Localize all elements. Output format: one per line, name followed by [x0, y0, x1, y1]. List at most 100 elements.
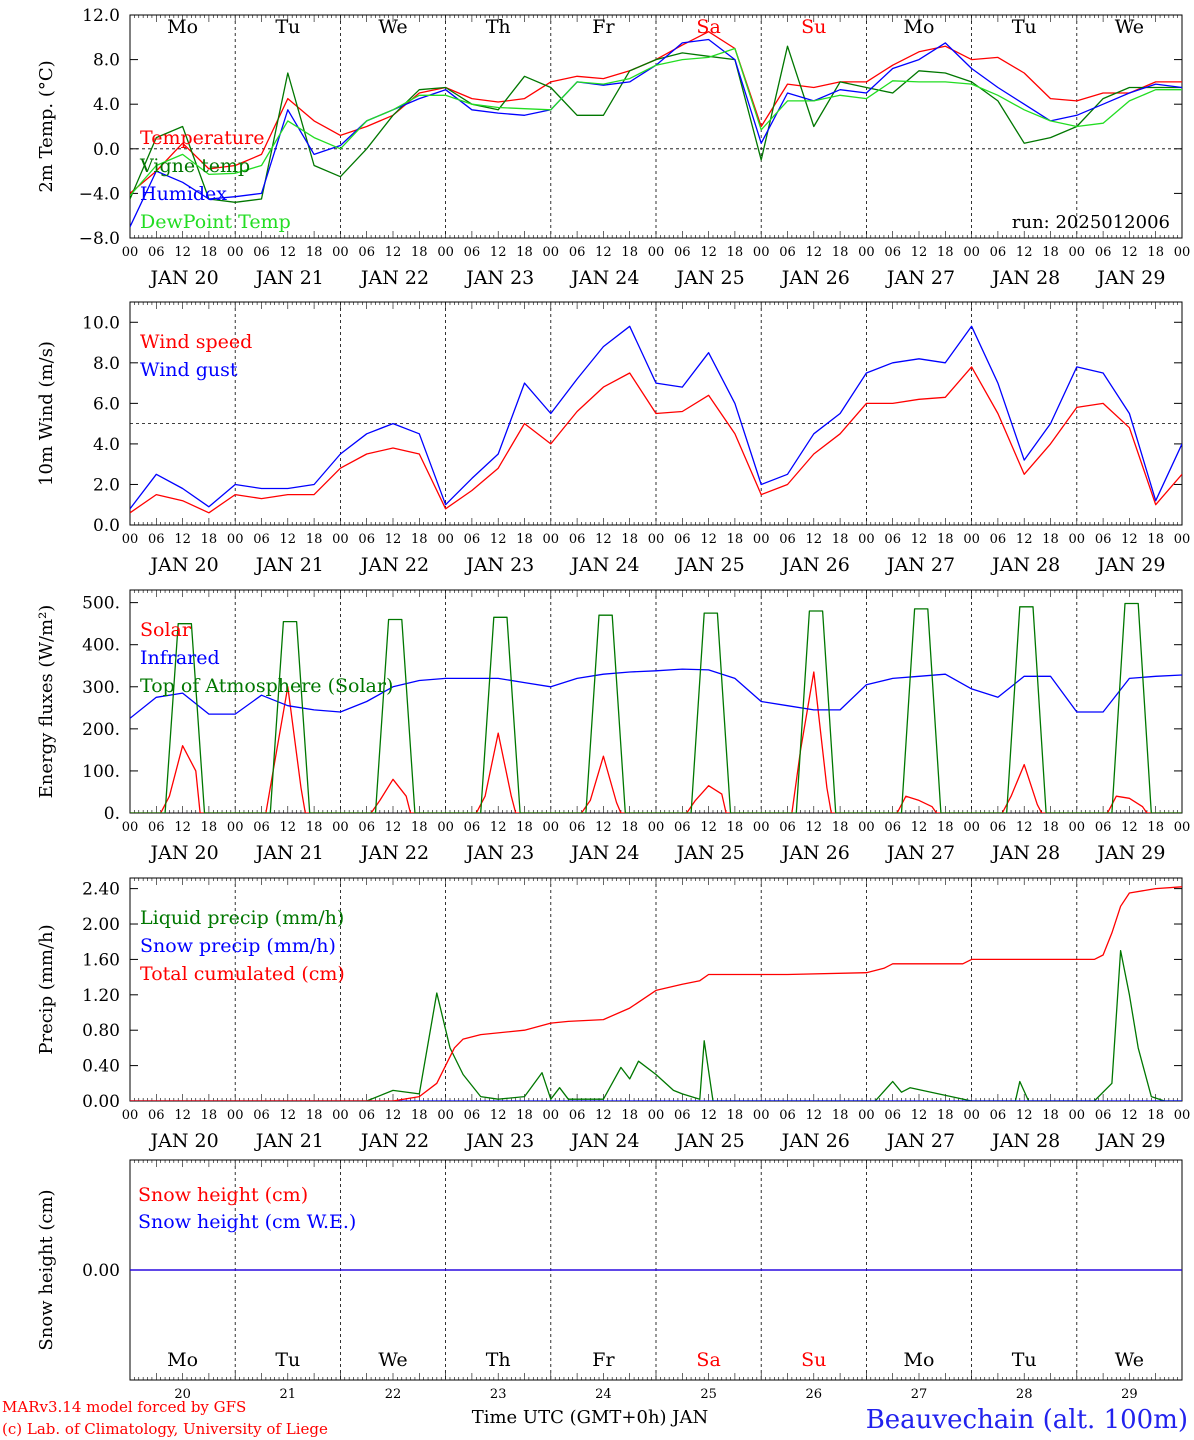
day-number-label: 21	[280, 1387, 297, 1402]
y-tick-label: 4.0	[93, 95, 120, 115]
x-hour-label: 12	[490, 532, 507, 547]
x-date-label: JAN 27	[885, 267, 955, 289]
x-hour-label: 00	[1174, 245, 1191, 260]
x-date-label: JAN 27	[885, 842, 955, 864]
x-date-label: JAN 21	[254, 554, 324, 576]
x-hour-label: 00	[227, 532, 244, 547]
x-date-label: JAN 23	[464, 267, 534, 289]
legend-entry: Infrared	[140, 647, 220, 669]
x-hour-label: 00	[648, 532, 665, 547]
y-tick-label: −8.0	[79, 229, 120, 249]
x-hour-label: 06	[148, 820, 165, 835]
day-abbr-label: Tu	[275, 1349, 300, 1371]
x-hour-label: 18	[727, 532, 744, 547]
x-hour-label: 00	[1069, 820, 1086, 835]
x-hour-label: 18	[306, 245, 323, 260]
x-date-label: JAN 24	[569, 1130, 639, 1152]
x-hour-label: 00	[648, 820, 665, 835]
x-hour-label: 00	[1174, 1108, 1191, 1123]
x-hour-label: 06	[884, 245, 901, 260]
day-abbr-label: Mo	[167, 1349, 198, 1371]
x-hour-label: 06	[464, 245, 481, 260]
day-abbr-label: Su	[801, 16, 826, 38]
x-hour-label: 00	[1174, 820, 1191, 835]
day-abbr-label: Tu	[275, 16, 300, 38]
x-date-label: JAN 27	[885, 554, 955, 576]
x-hour-label: 18	[937, 532, 954, 547]
legend-entry: Wind gust	[140, 359, 238, 381]
day-number-label: 26	[806, 1387, 823, 1402]
series-line-infrared	[130, 668, 1182, 719]
panel-frame	[129, 14, 1183, 239]
day-abbr-label: Mo	[904, 16, 935, 38]
x-hour-label: 12	[174, 820, 191, 835]
x-hour-label: 06	[569, 1108, 586, 1123]
x-hour-label: 12	[700, 532, 717, 547]
day-number-label: 28	[1016, 1387, 1033, 1402]
x-hour-label: 12	[911, 1108, 928, 1123]
series-line-solar	[130, 671, 1182, 813]
x-date-label: JAN 21	[254, 842, 324, 864]
series-group	[130, 602, 1182, 813]
series-line-humidex	[130, 38, 1182, 228]
legend-entry: Vigne temp	[139, 155, 250, 177]
x-hour-label: 00	[1069, 532, 1086, 547]
y-axis-label: Precip (mm/h)	[36, 924, 57, 1054]
legend-entry: Top of Atmosphere (Solar)	[140, 675, 393, 697]
x-hour-label: 18	[727, 1108, 744, 1123]
x-hour-label: 00	[963, 1108, 980, 1123]
y-tick-label: −4.0	[79, 184, 120, 204]
lab-credit: (c) Lab. of Climatology, University of L…	[2, 1420, 328, 1438]
day-abbr-label: Mo	[167, 16, 198, 38]
y-tick-label: 1.20	[82, 986, 120, 1006]
x-hour-label: 12	[1016, 1108, 1033, 1123]
x-hour-label: 00	[858, 820, 875, 835]
day-abbr-label: Fr	[592, 1349, 615, 1371]
x-hour-label: 06	[253, 1108, 270, 1123]
model-credit: MARv3.14 model forced by GFS	[2, 1398, 246, 1416]
x-date-label: JAN 20	[149, 1130, 219, 1152]
x-hour-label: 00	[332, 245, 349, 260]
y-tick-label: 0.40	[82, 1057, 120, 1077]
x-hour-label: 06	[779, 820, 796, 835]
day-abbr-label: Tu	[1012, 16, 1037, 38]
x-date-label: JAN 22	[359, 554, 429, 576]
x-hour-label: 06	[1095, 245, 1112, 260]
x-hour-label: 00	[858, 1108, 875, 1123]
x-hour-label: 00	[858, 245, 875, 260]
x-hour-label: 12	[700, 820, 717, 835]
x-hour-label: 12	[385, 532, 402, 547]
x-hour-label: 12	[1121, 532, 1138, 547]
x-hour-label: 06	[148, 245, 165, 260]
x-date-label: JAN 26	[780, 1130, 850, 1152]
x-hour-label: 00	[753, 532, 770, 547]
x-hour-label: 06	[464, 1108, 481, 1123]
x-hour-label: 12	[1016, 245, 1033, 260]
y-tick-label: 400.	[82, 636, 120, 656]
x-date-label: JAN 26	[780, 267, 850, 289]
x-hour-label: 18	[201, 532, 218, 547]
x-hour-label: 06	[674, 245, 691, 260]
panel-temp: −8.0 −4.0 0.0 4.0 8.0 12.0 2m Temp. (°C) 00 06 12…	[36, 6, 1190, 289]
x-hour-label: 18	[1147, 1108, 1164, 1123]
x-hour-label: 12	[280, 532, 297, 547]
x-hour-label: 00	[437, 532, 454, 547]
run-annotation: run: 2025012006	[1012, 212, 1170, 233]
x-hour-label: 06	[569, 245, 586, 260]
y-tick-label: 8.0	[93, 354, 120, 374]
series-line-dewpoint-temp	[130, 47, 1182, 197]
x-hour-label: 00	[648, 1108, 665, 1123]
x-hour-label: 06	[569, 532, 586, 547]
x-hour-label: 12	[280, 245, 297, 260]
day-number-label: 27	[911, 1387, 928, 1402]
x-hour-label: 06	[253, 820, 270, 835]
y-tick-label: 100.	[82, 762, 120, 782]
y-axis-label: Snow height (cm)	[36, 1189, 57, 1350]
x-hour-label: 12	[806, 1108, 823, 1123]
day-number-label: 24	[595, 1387, 612, 1402]
x-hour-label: 12	[700, 1108, 717, 1123]
day-abbr-label: We	[378, 16, 407, 38]
x-hour-label: 12	[174, 245, 191, 260]
x-hour-label: 12	[595, 532, 612, 547]
day-number-label: 20	[174, 1387, 191, 1402]
